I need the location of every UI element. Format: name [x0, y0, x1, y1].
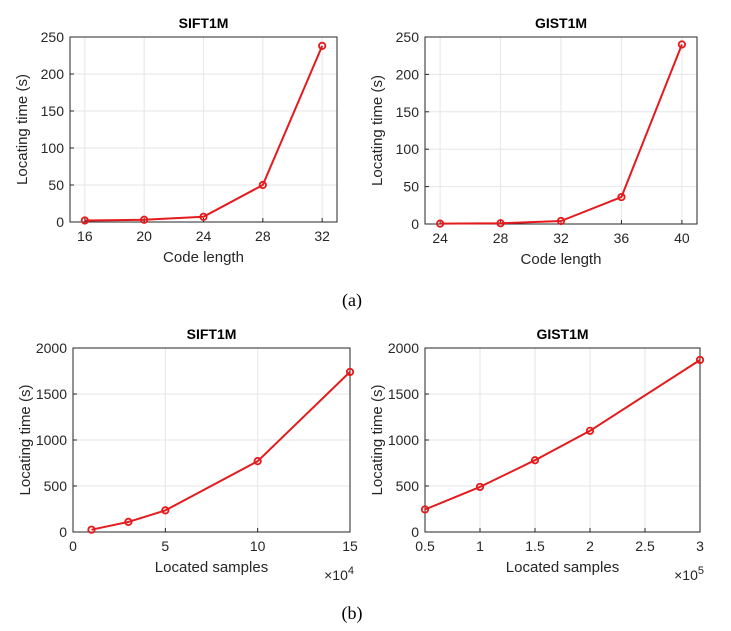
chart-title: GIST1M — [536, 326, 588, 342]
y-tick-label: 2000 — [36, 340, 67, 356]
x-tick-label: 24 — [432, 230, 448, 246]
x-axis-label: Located samples — [506, 559, 619, 576]
y-tick-label: 100 — [396, 141, 420, 157]
data-point — [258, 180, 267, 190]
data-point — [496, 219, 505, 228]
data-point — [140, 215, 149, 224]
data-point — [124, 517, 133, 526]
caption-b: (b) — [342, 603, 363, 624]
y-tick-label: 0 — [411, 216, 419, 232]
chart-gist1m-located-samples: 0.5 1 1.5 2 2.5 3 0 500 1000 1500 2000 GIST1M Locate… — [369, 326, 704, 583]
x-tick-label: 28 — [255, 228, 271, 244]
data-point — [436, 219, 445, 228]
x-tick-label: 5 — [161, 538, 169, 554]
data-point — [345, 367, 355, 377]
data-point — [475, 482, 485, 492]
y-tick-label: 250 — [396, 29, 420, 45]
chart-sift1m-located-samples: 0 5 10 15 0 500 1000 1500 2000 SIFT1M Located samp… — [17, 326, 358, 583]
y-axis-label: Locating time (s) — [14, 74, 31, 185]
y-tick-label: 0 — [56, 214, 64, 230]
x-tick-label: 32 — [553, 230, 569, 246]
x-tick-label: 36 — [614, 230, 630, 246]
data-point — [677, 40, 686, 49]
y-tick-label: 150 — [41, 103, 65, 119]
series-line — [84, 45, 324, 222]
data-point — [87, 525, 96, 534]
x-tick-label: 32 — [314, 228, 330, 244]
x-axis-label: Code length — [163, 249, 244, 266]
y-tick-label: 1000 — [36, 432, 67, 448]
chart-sift1m-code-length: 16 20 24 28 32 0 50 100 150 200 250 SIFT1M Code leng… — [14, 15, 338, 266]
y-axis-label: Locating time (s) — [369, 385, 386, 496]
data-point — [318, 41, 327, 50]
x-tick-label: 10 — [250, 538, 266, 554]
data-point — [556, 216, 566, 226]
x-tick-label: 0 — [69, 538, 77, 554]
series-line — [91, 371, 351, 531]
x-tick-label: 28 — [493, 230, 509, 246]
data-point — [420, 505, 430, 514]
x-tick-label: 15 — [342, 538, 358, 554]
y-tick-label: 500 — [44, 478, 68, 494]
y-tick-label: 250 — [41, 29, 65, 45]
data-point — [161, 506, 170, 515]
y-axis-label: Locating time (s) — [17, 385, 34, 496]
series-line — [424, 359, 701, 511]
chart-title: SIFT1M — [187, 326, 237, 342]
x-axis-label: Located samples — [155, 559, 268, 576]
data-point — [695, 355, 705, 365]
x-axis-label: Code length — [521, 251, 602, 268]
data-point — [199, 212, 208, 221]
data-point — [80, 216, 89, 225]
series-line — [440, 44, 683, 225]
y-tick-label: 0 — [411, 524, 419, 540]
y-tick-label: 1500 — [36, 386, 67, 402]
x-tick-label: 16 — [77, 228, 93, 244]
y-tick-label: 200 — [41, 66, 65, 82]
x-tick-label: 20 — [136, 228, 152, 244]
x-tick-label: 1.5 — [525, 538, 545, 554]
x-tick-label: 40 — [674, 230, 690, 246]
x-exponent-label: ×104 — [324, 565, 354, 583]
y-tick-label: 1500 — [388, 386, 419, 402]
chart-title: GIST1M — [535, 15, 587, 31]
data-point — [253, 457, 262, 466]
y-tick-label: 50 — [403, 179, 419, 195]
x-tick-label: 24 — [196, 228, 212, 244]
x-tick-label: 3 — [696, 538, 704, 554]
chart-gist1m-code-length: 24 28 32 36 40 0 50 100 150 200 250 GIST1M Code leng… — [369, 15, 698, 268]
data-point — [617, 192, 626, 202]
x-tick-label: 1 — [476, 538, 484, 554]
data-point — [530, 456, 540, 465]
x-tick-label: 2 — [586, 538, 594, 554]
x-tick-label: 0.5 — [415, 538, 435, 554]
y-tick-label: 150 — [396, 104, 420, 120]
x-exponent-label: ×105 — [674, 565, 704, 583]
x-tick-label: 2.5 — [635, 538, 655, 554]
y-tick-label: 1000 — [388, 432, 419, 448]
data-point — [585, 426, 595, 435]
y-tick-label: 0 — [59, 524, 67, 540]
caption-a: (a) — [342, 290, 362, 311]
y-tick-label: 2000 — [388, 340, 419, 356]
y-axis-label: Locating time (s) — [369, 75, 386, 186]
y-tick-label: 200 — [396, 66, 420, 82]
y-tick-label: 100 — [41, 140, 65, 156]
chart-title: SIFT1M — [179, 15, 229, 31]
y-tick-label: 50 — [48, 177, 64, 193]
y-tick-label: 500 — [396, 478, 420, 494]
